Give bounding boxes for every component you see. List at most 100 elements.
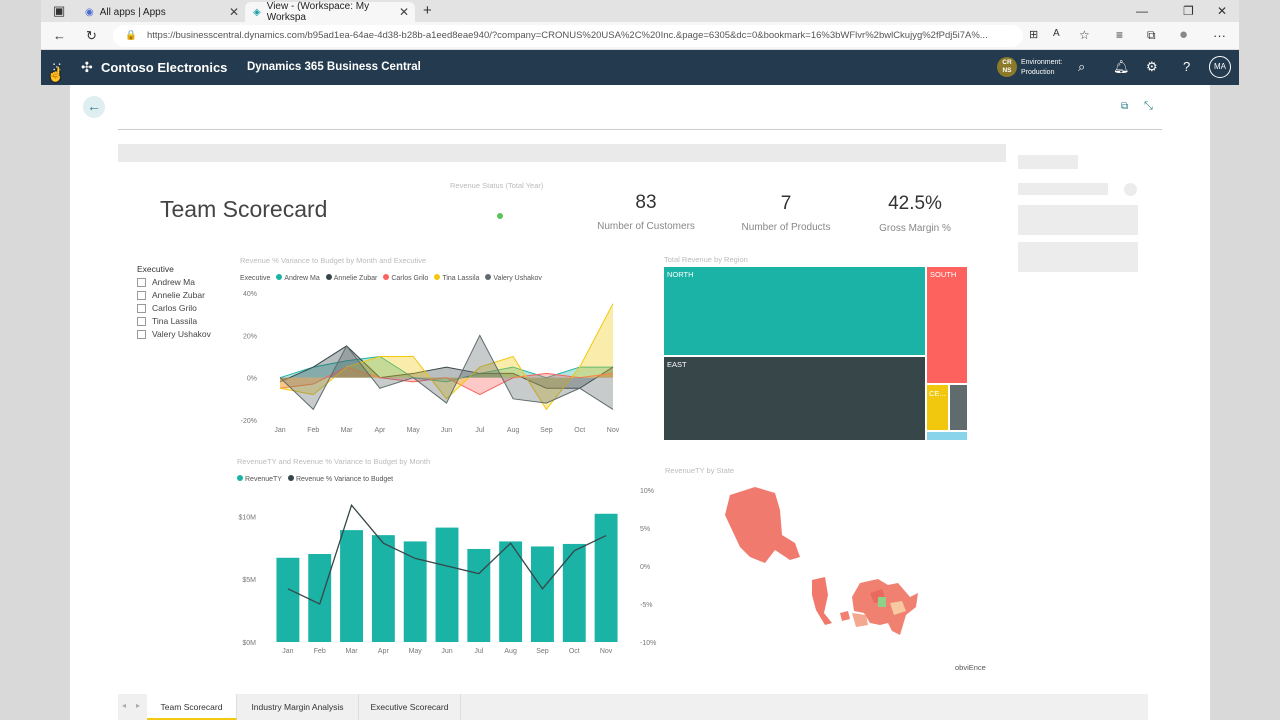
company-name[interactable]: Contoso Electronics xyxy=(101,60,228,75)
slicer-item-label: Carlos Grilo xyxy=(152,303,197,313)
line-chart-title: Revenue % Variance to Budget by Month an… xyxy=(240,256,427,265)
x-tick-label: Nov xyxy=(600,648,613,655)
x-tick-label: Aug xyxy=(504,648,517,655)
map-state[interactable] xyxy=(890,601,906,615)
report-page-tabs: ◂ ▸ Team Scorecard Industry Margin Analy… xyxy=(118,694,1148,720)
profile-icon[interactable]: ● xyxy=(1179,26,1189,43)
search-icon[interactable]: ⌕ xyxy=(1078,59,1086,74)
open-new-window-icon[interactable]: ⧉ xyxy=(1121,101,1129,112)
checkbox[interactable] xyxy=(137,303,146,313)
y2-tick-label: 0% xyxy=(640,564,650,571)
series-line xyxy=(279,355,613,383)
close-icon[interactable]: ✕ xyxy=(398,5,409,19)
checkbox[interactable] xyxy=(137,316,146,326)
legend-item[interactable]: Carlos Grilo xyxy=(383,274,428,282)
bar-chart-legend[interactable]: RevenueTY Revenue % Variance to Budget xyxy=(237,475,393,483)
page-tab-team-scorecard[interactable]: Team Scorecard xyxy=(147,694,237,720)
kpi-products-value: 7 xyxy=(780,193,792,214)
treemap-south[interactable]: SOUTH xyxy=(927,267,967,383)
treemap-east[interactable]: EAST xyxy=(664,357,925,440)
revenue-bar xyxy=(276,557,300,642)
browser-tab-apps[interactable]: ◉ All apps | Apps ✕ xyxy=(77,2,245,22)
checkbox[interactable] xyxy=(137,329,146,339)
minimize-icon[interactable]: — xyxy=(1136,4,1148,18)
read-aloud-icon[interactable]: A xyxy=(1053,28,1060,39)
slicer-item[interactable]: Carlos Grilo xyxy=(137,303,197,313)
browser-tab-view[interactable]: ◈ View - (Workspace: My Workspa ✕ xyxy=(245,1,415,23)
legend-item[interactable]: Andrew Ma xyxy=(276,274,320,282)
app-available-icon[interactable]: ⊞ xyxy=(1029,29,1039,41)
series-line xyxy=(279,303,614,411)
slicer-item[interactable]: Annelie Zubar xyxy=(137,290,205,300)
divider xyxy=(118,129,1162,130)
x-tick-label: Mar xyxy=(341,427,354,434)
prev-page-icon[interactable]: ◂ xyxy=(122,701,127,710)
url-field[interactable]: 🔒 https://businesscentral.dynamics.com/b… xyxy=(113,25,1023,47)
legend-item[interactable]: Revenue % Variance to Budget xyxy=(287,475,393,483)
collapse-icon[interactable]: ⤡ xyxy=(1144,100,1153,112)
y2-tick-label: 10% xyxy=(640,488,654,495)
refresh-icon[interactable]: ↻ xyxy=(86,28,97,43)
tab-actions-icon[interactable]: ▣ xyxy=(53,3,66,18)
collections-icon[interactable]: ⧉ xyxy=(1147,28,1156,42)
help-icon[interactable]: ? xyxy=(1183,59,1191,74)
more-icon[interactable]: ··· xyxy=(1213,28,1226,43)
map-state[interactable] xyxy=(852,613,868,627)
legend-item[interactable]: Annelie Zubar xyxy=(325,274,377,282)
close-window-icon[interactable]: ✕ xyxy=(1217,4,1228,18)
cursor-icon: ☝ xyxy=(47,66,65,82)
map-title: RevenueTY by State xyxy=(665,466,735,475)
map-state[interactable] xyxy=(840,611,850,621)
bar-chart[interactable]: $10M $5M $0M 10% 5% 0% -5% -10% Jan Feb Mar Apr May J… xyxy=(230,485,660,657)
loading-placeholder xyxy=(1018,155,1078,169)
treemap-other[interactable] xyxy=(927,432,967,440)
slicer-item[interactable]: Valery Ushakov xyxy=(137,329,211,339)
revenue-bar xyxy=(562,543,586,642)
page-tab-label: Team Scorecard xyxy=(160,702,223,712)
new-tab-icon[interactable]: + xyxy=(423,2,432,19)
slicer-item[interactable]: Andrew Ma xyxy=(137,277,195,287)
tab-label: All apps | Apps xyxy=(99,6,166,18)
kpi-customers-label: Number of Customers xyxy=(597,221,695,232)
slicer-item[interactable]: Tina Lassila xyxy=(137,316,197,326)
x-tick-label: Oct xyxy=(569,648,580,655)
revenue-status-title: Revenue Status (Total Year) xyxy=(450,181,544,190)
variance-line xyxy=(287,503,607,605)
environment-info[interactable]: Environment: Production xyxy=(1021,58,1062,78)
y2-tick-label: 5% xyxy=(640,526,650,533)
map-alaska[interactable] xyxy=(725,487,800,563)
legend-item[interactable]: RevenueTY xyxy=(237,475,282,483)
back-icon[interactable]: ← xyxy=(53,28,66,43)
environment-badge[interactable]: CR NS xyxy=(997,57,1017,77)
avatar[interactable]: MA xyxy=(1209,56,1231,78)
waffle-icon[interactable]: ⁙ xyxy=(51,59,63,75)
state-map[interactable] xyxy=(720,485,930,645)
legend-item[interactable]: Tina Lassila xyxy=(434,274,479,282)
map-state[interactable] xyxy=(878,597,886,607)
favorite-icon[interactable]: ☆ xyxy=(1079,28,1090,42)
page-tab-industry-margin[interactable]: Industry Margin Analysis xyxy=(237,694,359,720)
maximize-icon[interactable]: ❐ xyxy=(1183,4,1194,18)
treemap-north[interactable]: NORTH xyxy=(664,267,925,355)
next-page-icon[interactable]: ▸ xyxy=(136,701,141,710)
kpi-margin-value: 42.5% xyxy=(888,193,942,214)
back-button[interactable]: ← xyxy=(83,96,105,118)
line-chart-legend[interactable]: Executive Andrew Ma Annelie Zubar Carlos G… xyxy=(240,274,542,282)
treemap-label: CE... xyxy=(929,389,946,398)
checkbox[interactable] xyxy=(137,277,146,287)
favorites-icon[interactable]: ≡ xyxy=(1116,28,1124,42)
bell-icon[interactable]: 🔔︎ xyxy=(1113,59,1130,74)
map-california[interactable] xyxy=(812,577,832,625)
x-tick-label: Jul xyxy=(474,648,483,655)
gear-icon[interactable]: ⚙ xyxy=(1146,59,1158,74)
treemap-central[interactable]: CE... xyxy=(927,385,948,430)
series-line xyxy=(279,366,614,396)
page-tab-executive-scorecard[interactable]: Executive Scorecard xyxy=(359,694,461,720)
y-tick-label: $5M xyxy=(242,577,256,584)
legend-item[interactable]: Valery Ushakov xyxy=(485,274,542,282)
close-icon[interactable]: ✕ xyxy=(228,5,239,19)
x-tick-label: Sep xyxy=(536,648,549,655)
checkbox[interactable] xyxy=(137,290,146,300)
treemap-other[interactable] xyxy=(950,385,967,430)
line-chart[interactable]: 40% 20% 0% -20% Jan Feb Mar Apr May Jun Jul Aug Sep O… xyxy=(235,285,625,435)
